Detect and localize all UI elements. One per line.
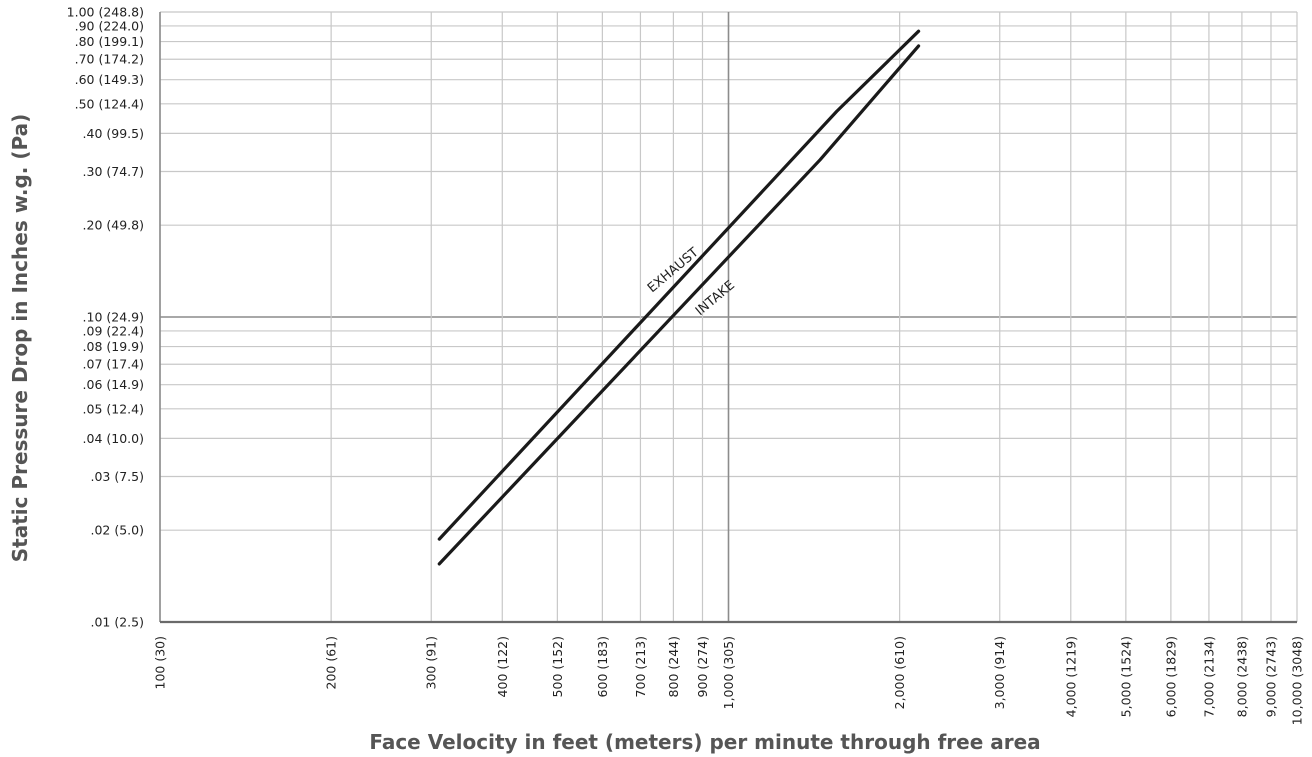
y-tick-label: .06 (14.9) (83, 377, 144, 392)
y-tick-label: .20 (49.8) (83, 218, 144, 233)
y-axis-title: Static Pressure Drop in Inches w.g. (Pa) (8, 114, 32, 563)
y-tick-label: .05 (12.4) (83, 401, 144, 416)
x-tick-label: 7,000 (2134) (1201, 636, 1216, 717)
series-line-exhaust (437, 29, 921, 541)
y-tick-label: .08 (19.9) (83, 339, 144, 354)
x-tick-label: 700 (213) (633, 636, 648, 697)
y-tick-label: .10 (24.9) (83, 310, 144, 325)
x-tick-label: 1,000 (305) (721, 636, 736, 709)
y-tick-label: .60 (149.3) (75, 72, 144, 87)
x-tick-label: 8,000 (2438) (1234, 636, 1249, 717)
y-tick-label: .50 (124.4) (75, 96, 144, 111)
y-tick-label: .03 (7.5) (91, 469, 145, 484)
x-tick-label: 5,000 (1524) (1118, 636, 1133, 717)
y-tick-label: .90 (224.0) (75, 18, 144, 33)
y-tick-label: .30 (74.7) (83, 164, 144, 179)
axes (159, 12, 1297, 624)
x-tick-labels: 100 (30) 200 (61) 300 (91) 400 (122) 500 (15… (153, 636, 1305, 725)
y-tick-label: .70 (174.2) (75, 52, 144, 67)
x-tick-label: 10,000 (3048) (1290, 636, 1305, 725)
y-tick-label: .80 (199.1) (75, 34, 144, 49)
series-layer (437, 29, 921, 566)
y-tick-label: .01 (2.5) (91, 615, 145, 630)
x-tick-label: 800 (244) (666, 636, 681, 697)
x-tick-label: 100 (30) (153, 636, 168, 690)
x-tick-label: 200 (61) (324, 636, 339, 690)
x-gridlines (159, 12, 1298, 622)
x-tick-label: 6,000 (1829) (1163, 636, 1178, 717)
x-tick-label: 300 (91) (424, 636, 439, 690)
x-tick-label: 500 (152) (550, 636, 565, 697)
y-tick-labels: 1.00 (248.8).90 (224.0).80 (199.1) .70 (1… (67, 5, 144, 630)
x-tick-label: 9,000 (2743) (1263, 636, 1278, 717)
x-axis-title: Face Velocity in feet (meters) per minut… (369, 730, 1040, 754)
y-tick-label: .09 (22.4) (83, 323, 144, 338)
y-tick-label: .04 (10.0) (83, 431, 144, 446)
x-tick-label: 900 (274) (695, 636, 710, 697)
y-tick-label: .07 (17.4) (83, 357, 144, 372)
x-tick-label: 2,000 (610) (892, 636, 907, 709)
x-tick-label: 4,000 (1219) (1063, 636, 1078, 717)
x-tick-label: 3,000 (914) (992, 636, 1007, 709)
series-line-intake (437, 44, 921, 566)
x-tick-label: 400 (122) (495, 636, 510, 697)
x-tick-label: 600 (183) (595, 636, 610, 697)
y-tick-label: .40 (99.5) (83, 126, 144, 141)
series-label-intake: INTAKE (693, 278, 738, 319)
y-tick-label: 1.00 (248.8) (67, 5, 144, 20)
y-tick-label: .02 (5.0) (91, 523, 145, 538)
